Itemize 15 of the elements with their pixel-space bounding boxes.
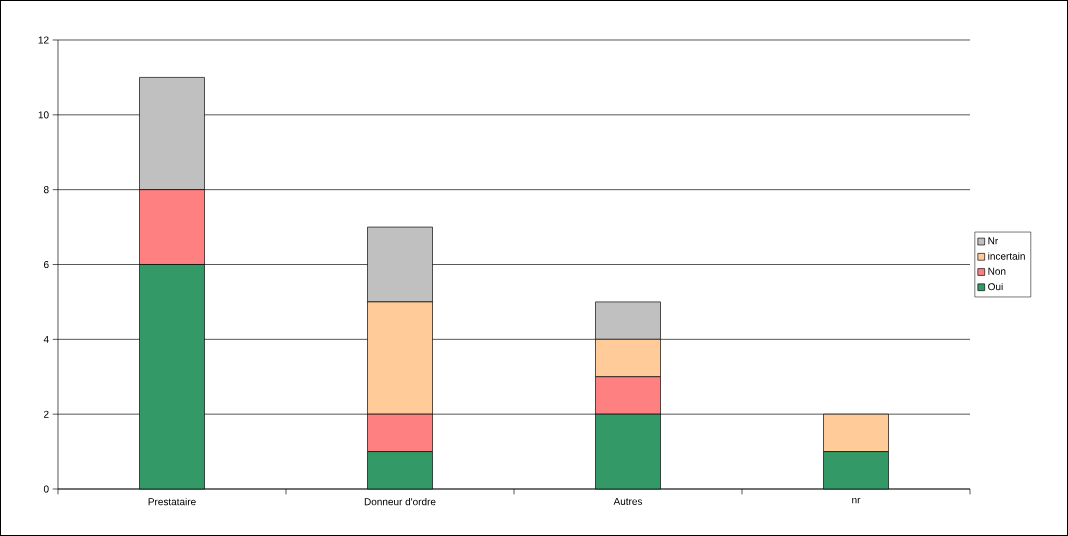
y-tick-label: 4 <box>43 335 49 343</box>
legend-label: Oui <box>988 282 1003 291</box>
y-tick-label: 0 <box>43 485 49 493</box>
legend-label: Non <box>988 267 1006 275</box>
x-tick-label: Prestataire <box>148 497 196 506</box>
y-tick-label: 8 <box>43 186 49 194</box>
y-tick-label: 2 <box>44 410 49 418</box>
y-tick-label: 10 <box>38 111 49 119</box>
y-tick-label: 12 <box>38 36 49 44</box>
legend-label: Nr <box>988 237 999 245</box>
legend-label: incertain <box>988 252 1025 260</box>
x-tick-label: Autres <box>613 497 643 505</box>
x-tick-label: Donneur d'ordre <box>364 497 436 506</box>
y-tick-label: 6 <box>44 260 49 269</box>
x-tick-label: nr <box>852 497 861 504</box>
